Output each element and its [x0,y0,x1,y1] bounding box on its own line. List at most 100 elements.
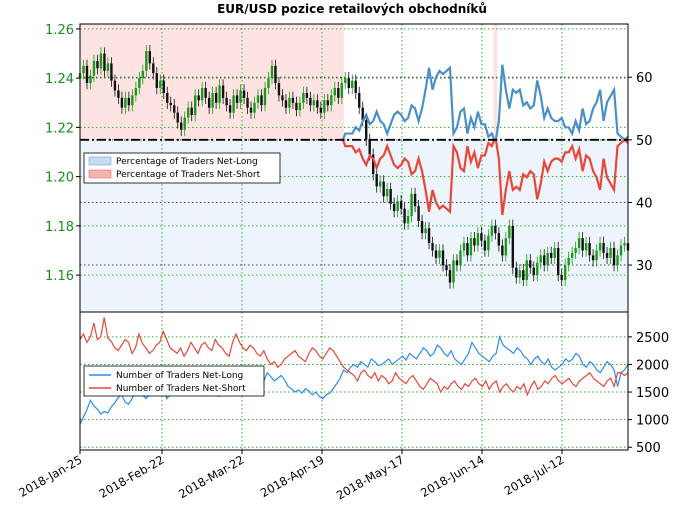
band-net-short [224,24,229,140]
band-net-long [245,139,250,312]
band-net-long [162,139,166,312]
band-net-short [256,24,261,140]
y-right-tick-label: 30 [636,259,653,274]
band-net-long [605,139,610,312]
band-net-short [123,24,128,140]
candle-body [598,243,602,251]
candle-body [319,107,323,113]
x-tick-label: 2018-Mar-22 [176,452,246,501]
candle-body [570,252,574,258]
band-net-short [189,24,194,140]
candle-body [326,100,330,106]
x-tick-label: 2018-Jul-12 [502,452,567,497]
band-net-long [549,139,554,312]
band-net-long [312,139,317,312]
band-net-short [214,24,219,140]
band-net-long [559,139,564,312]
band-net-long [224,139,229,312]
candle-body [117,90,120,98]
candle-body [609,248,612,258]
band-net-short [175,24,180,140]
candle-body [504,238,508,256]
band-net-short [207,24,212,140]
candle-body [316,100,319,108]
band-net-long [395,139,400,312]
band-net-short [172,24,177,140]
candle-body [99,53,103,69]
band-net-long [441,139,446,312]
candle-body [187,107,190,118]
candle-body [333,88,337,96]
band-net-short [322,24,327,140]
band-net-short [252,24,257,140]
band-net-short [329,24,334,140]
band-net-long [280,139,285,312]
band-net-long [113,139,118,312]
band-net-long [92,139,97,312]
top-legend: Percentage of Traders Net-Long Percentag… [83,152,281,184]
candle-body [515,267,518,278]
band-net-short [228,24,233,140]
band-net-short [242,24,247,140]
candle-body [511,225,515,268]
candle-body [501,245,504,256]
candle-body [431,243,434,251]
band-net-long [231,139,236,312]
band-net-short [493,24,498,140]
candle-body [347,78,350,88]
band-net-short [298,24,303,140]
candle-body [232,95,235,113]
band-net-short [116,24,121,140]
candle-body [417,206,420,221]
candle-body [619,245,623,256]
band-net-long [354,139,358,312]
x-tick-label: 2018-Feb-22 [97,452,167,500]
candle-body [546,252,549,266]
band-net-long [123,139,128,312]
candle-body [434,250,438,258]
y-bottom-tick-label: 500 [636,441,661,456]
candle-body [563,265,567,280]
candle-body [260,95,263,106]
legend-swatch-net-long-pct [88,156,112,166]
candle-body [263,88,267,106]
band-net-long [165,139,170,312]
candle-body [337,88,340,98]
band-net-long [305,139,310,312]
candle-body [138,78,141,88]
bottom-plot-frame [79,311,629,451]
band-net-long [608,139,613,312]
band-net-long [169,139,173,312]
band-net-long [256,139,261,312]
candle-body [406,216,410,224]
candle-body [584,243,588,251]
band-net-long [308,139,313,312]
candle-body [591,255,595,261]
y-left-tick-label: 1.16 [45,269,74,284]
band-net-long [116,139,121,312]
band-net-long [601,139,606,312]
series-line-net-short-pct [341,139,628,216]
legend-label-net-short-pct: Percentage of Traders Net-Short [116,170,261,180]
band-net-long [252,139,257,312]
y-bottom-tick-label: 2500 [636,331,669,346]
candle-body [595,250,598,261]
candle-body [127,97,131,106]
band-net-long [148,139,152,312]
band-net-long [360,139,365,312]
candle-body [567,257,570,266]
candle-body [253,102,256,113]
band-net-long [357,139,362,312]
band-net-short [235,24,240,140]
candle-body [239,90,242,103]
band-net-long [525,139,529,312]
candle-body [124,97,127,108]
band-net-long [189,139,194,312]
band-net-long [476,139,481,312]
band-net-long [532,139,536,312]
band-net-long [381,139,386,312]
band-net-short [196,24,201,140]
candle-body [141,70,145,79]
candle-body [211,92,214,108]
bottom-legend-box [83,365,265,397]
